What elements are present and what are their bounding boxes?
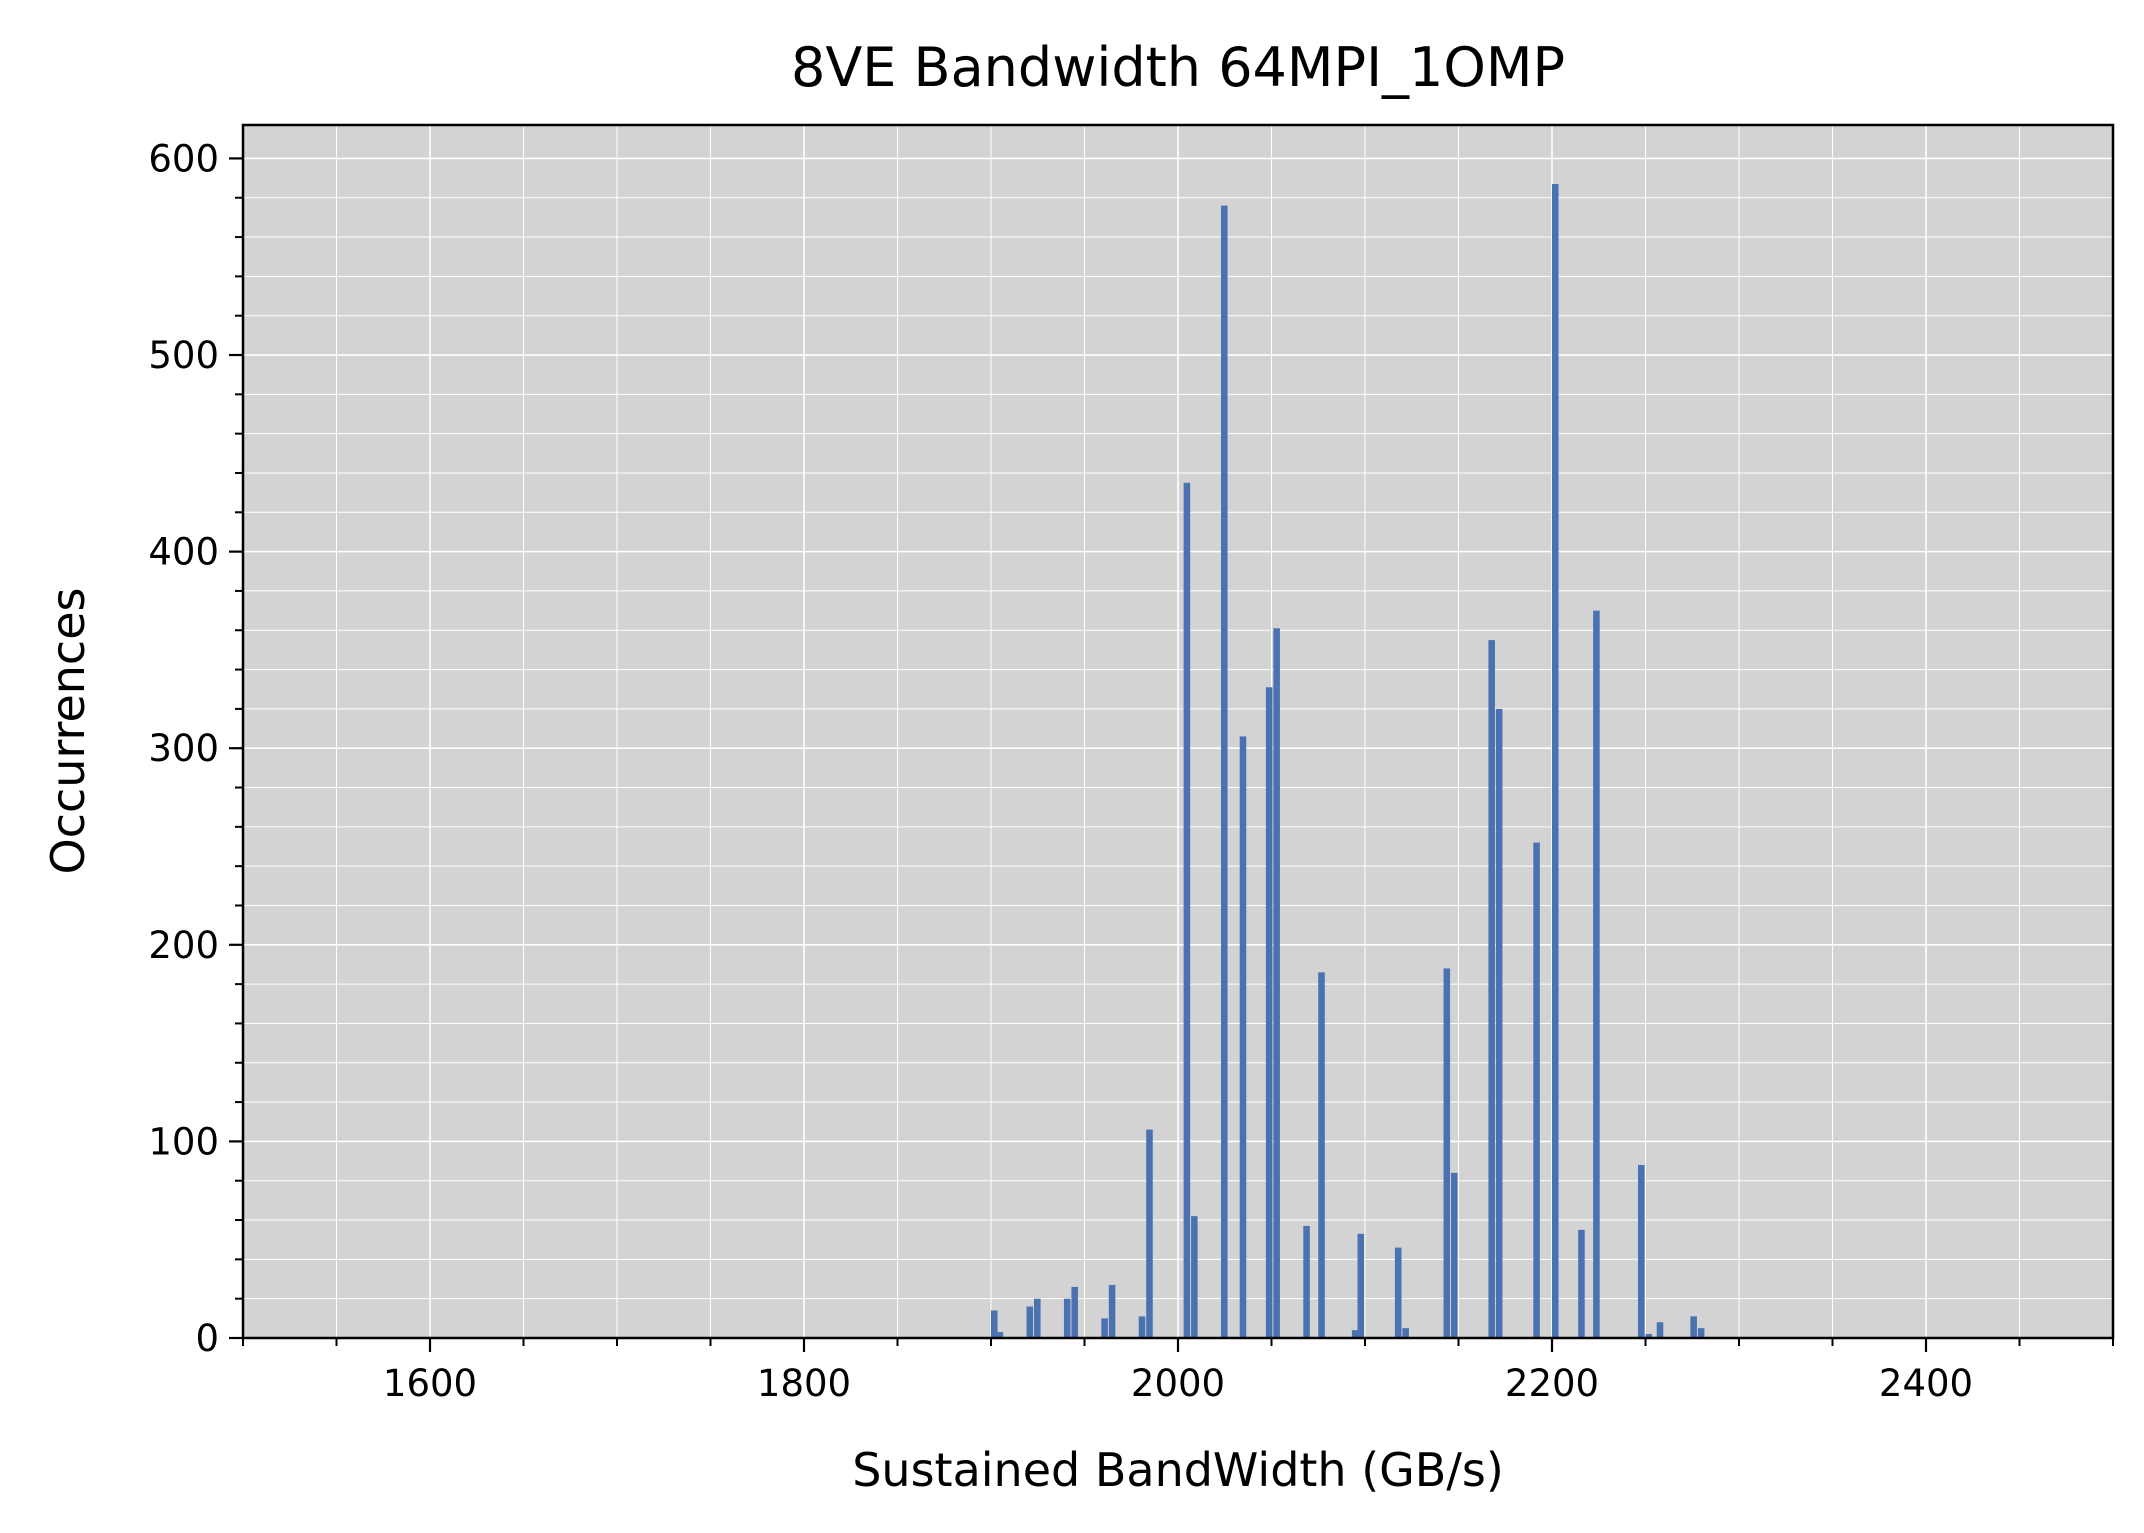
histogram-bar xyxy=(1488,640,1495,1338)
histogram-bar xyxy=(1101,1318,1108,1338)
histogram-bar xyxy=(996,1332,1004,1338)
x-axis-tick-labels: 1600 1800 2000 2200 2400 xyxy=(383,1362,1973,1405)
y-tick-label: 400 xyxy=(148,531,219,574)
histogram-bar xyxy=(1495,708,1503,1338)
histogram-bar xyxy=(1451,1172,1458,1338)
x-axis-label: Sustained BandWidth (GB/s) xyxy=(852,1443,1504,1497)
histogram-bar xyxy=(1318,972,1325,1338)
histogram-bar xyxy=(1034,1298,1041,1338)
histogram-bar xyxy=(1578,1229,1585,1338)
histogram-bar xyxy=(1191,1216,1198,1338)
histogram-bar xyxy=(1690,1316,1697,1338)
x-tick-label: 2200 xyxy=(1505,1362,1599,1405)
histogram-bar xyxy=(1146,1129,1153,1338)
histogram-bar xyxy=(991,1310,998,1338)
histogram-bar xyxy=(1697,1328,1705,1338)
histogram-bar xyxy=(1138,1316,1146,1338)
histogram-bar xyxy=(1357,1233,1365,1338)
histogram-bar xyxy=(1026,1306,1034,1338)
y-axis-ticks xyxy=(229,157,243,1340)
histogram-bar xyxy=(1394,1247,1402,1338)
histogram-bar xyxy=(1638,1164,1645,1338)
y-tick-label: 600 xyxy=(148,137,219,180)
histogram-bar xyxy=(1108,1284,1116,1338)
histogram-bar xyxy=(1593,610,1600,1338)
y-tick-label: 100 xyxy=(148,1120,219,1163)
histogram-bar xyxy=(1265,687,1273,1338)
y-axis-label: Occurrences xyxy=(41,588,95,875)
y-tick-label: 0 xyxy=(195,1317,219,1360)
x-tick-label: 2000 xyxy=(1131,1362,1225,1405)
histogram-bar xyxy=(1273,628,1280,1338)
histogram-bar xyxy=(1221,205,1228,1339)
histogram-bar xyxy=(1533,842,1540,1338)
histogram-bar xyxy=(1351,1330,1359,1338)
histogram-bar xyxy=(1183,482,1191,1338)
x-tick-label: 2400 xyxy=(1879,1362,1973,1405)
histogram-bar xyxy=(1063,1298,1071,1338)
histogram-bar xyxy=(1552,183,1559,1339)
chart-title: 8VE Bandwidth 64MPI_1OMP xyxy=(791,36,1565,99)
y-axis-tick-labels: 0 100 200 300 400 500 600 xyxy=(148,137,219,1360)
histogram-bar xyxy=(1239,736,1247,1338)
histogram-bar xyxy=(1303,1225,1310,1338)
x-axis-ticks xyxy=(242,1338,2114,1352)
x-tick-label: 1600 xyxy=(383,1362,477,1405)
y-tick-label: 500 xyxy=(148,334,219,377)
y-tick-label: 200 xyxy=(148,924,219,967)
histogram-bar xyxy=(1443,968,1451,1338)
histogram-bar xyxy=(1645,1334,1653,1338)
histogram-bars xyxy=(991,183,1705,1339)
histogram-bar xyxy=(1656,1322,1664,1338)
x-tick-label: 1800 xyxy=(757,1362,851,1405)
histogram-bar xyxy=(1402,1328,1409,1338)
y-tick-label: 300 xyxy=(148,727,219,770)
histogram-bar xyxy=(1071,1286,1078,1338)
